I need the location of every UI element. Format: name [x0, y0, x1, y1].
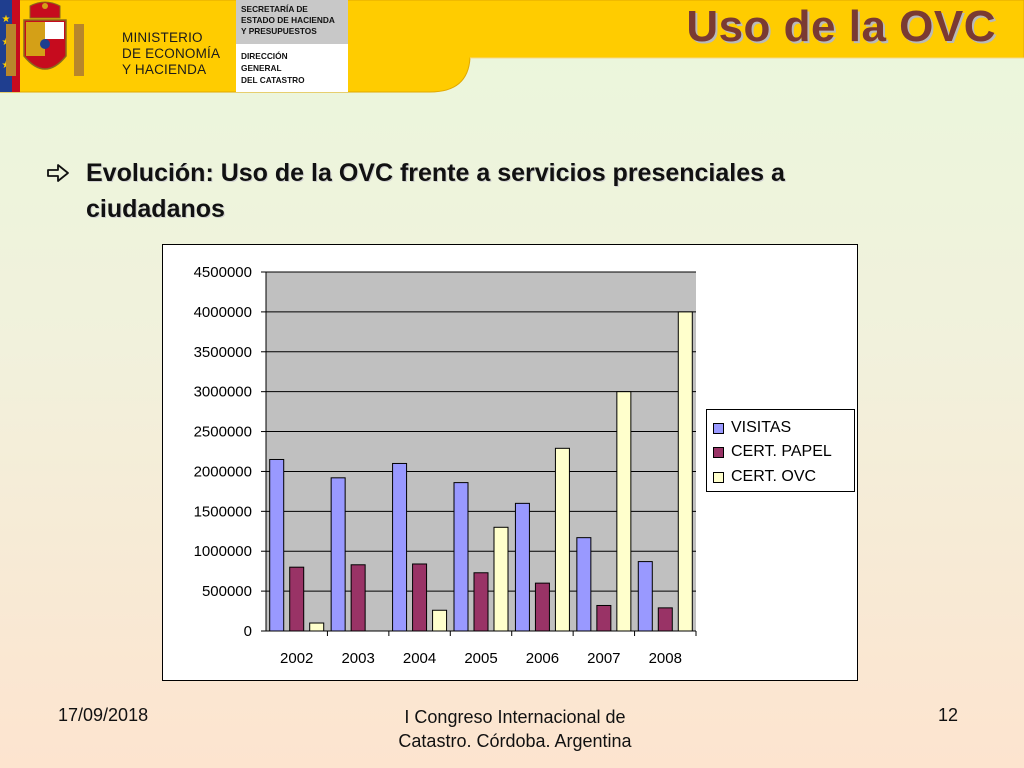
ministry-line-3: Y HACIENDA: [122, 62, 207, 77]
footer-event-line-2: Catastro. Córdoba. Argentina: [398, 731, 632, 751]
bar-visitas-2006: [514, 502, 530, 632]
header-band: ★ ★ ★ MINISTERIO DE ECONOMÍA Y HACIENDA …: [0, 0, 1024, 95]
bar-cert-ovc-2008: [677, 311, 693, 632]
bar-cert-ovc-2005: [493, 526, 509, 632]
y-tick-label: 0: [244, 623, 252, 640]
x-tick-label: 2002: [280, 650, 313, 667]
x-tick-label: 2006: [526, 650, 559, 667]
svg-text:★: ★: [2, 14, 11, 25]
legend-label-visitas: VISITAS: [731, 419, 792, 436]
x-tick-label: 2007: [587, 650, 620, 667]
direccion-line-2: GENERAL: [241, 63, 282, 73]
legend-swatch-cert-ovc: [713, 471, 724, 483]
bar-visitas-2008: [637, 561, 653, 632]
bar-cert-papel-2008: [657, 607, 673, 632]
bar-chart: 0 500000 1000000 1500000 2000000 2500000 30000…: [194, 264, 697, 667]
y-tick-label: 1500000: [194, 503, 252, 520]
bar-cert-papel-2004: [412, 563, 428, 632]
slide-title: Uso de la OVC: [686, 2, 996, 51]
coat-of-arms-logo: [6, 1, 84, 76]
direccion-label: DIRECCIÓN GENERAL DEL CATASTRO: [236, 44, 348, 92]
legend-swatch-visitas: [713, 422, 724, 434]
x-tick-label: 2004: [403, 650, 436, 667]
secretaria-line-3: Y PRESUPUESTOS: [241, 26, 317, 36]
x-tick-label: 2008: [649, 650, 682, 667]
bar-cert-ovc-2002: [309, 622, 325, 632]
bar-visitas-2007: [576, 537, 592, 632]
hollow-arrow-right-icon: [47, 164, 69, 182]
legend-item-cert-ovc: CERT. OVC: [713, 467, 816, 487]
bullet-text: Evolución: Uso de la OVC frente a servic…: [86, 159, 785, 223]
footer-date: 17/09/2018: [58, 705, 149, 725]
bar-cert-papel-2007: [596, 604, 612, 632]
bar-cert-ovc-2004: [432, 609, 448, 632]
secretariat-box: SECRETARÍA DE ESTADO DE HACIENDA Y PRESU…: [236, 0, 348, 92]
bar-visitas-2005: [453, 482, 469, 632]
bar-visitas-2004: [392, 462, 408, 632]
chart-container: 0 500000 1000000 1500000 2000000 2500000 30000…: [162, 244, 858, 681]
bar-cert-papel-2006: [534, 582, 550, 632]
footer-event-line-1: I Congreso Internacional de: [404, 707, 626, 727]
bar-cert-papel-2003: [350, 564, 366, 632]
bar-visitas-2002: [269, 458, 285, 632]
direccion-line-1: DIRECCIÓN: [241, 51, 288, 61]
ministry-line-1: MINISTERIO: [122, 30, 203, 45]
legend-item-cert-papel: CERT. PAPEL: [713, 442, 832, 462]
chart-legend: VISITAS CERT. PAPEL CERT. OVC: [706, 409, 855, 492]
y-tick-label: 3500000: [194, 344, 252, 361]
secretaria-line-2: ESTADO DE HACIENDA: [241, 15, 335, 25]
ministry-line-2: DE ECONOMÍA: [122, 46, 221, 61]
secretaria-line-1: SECRETARÍA DE: [241, 4, 308, 14]
legend-label-cert-papel: CERT. PAPEL: [731, 443, 832, 460]
y-tick-label: 4500000: [194, 264, 252, 281]
bar-cert-papel-2002: [289, 566, 305, 632]
legend-item-visitas: VISITAS: [713, 418, 791, 438]
y-tick-label: 4000000: [194, 304, 252, 321]
legend-label-cert-ovc: CERT. OVC: [731, 468, 817, 485]
page-number: 12: [938, 705, 959, 725]
secretaria-label: SECRETARÍA DE ESTADO DE HACIENDA Y PRESU…: [236, 0, 348, 44]
bar-cert-ovc-2006: [554, 447, 570, 632]
y-tick-label: 2000000: [194, 463, 252, 480]
y-tick-label: 1000000: [194, 543, 252, 560]
x-tick-label: 2005: [464, 650, 497, 667]
y-tick-label: 3000000: [194, 384, 252, 401]
direccion-line-3: DEL CATASTRO: [241, 75, 305, 85]
x-tick-label: 2003: [341, 650, 374, 667]
footer-event: I Congreso Internacional de Catastro. Có…: [360, 705, 670, 753]
bar-cert-papel-2005: [473, 572, 489, 632]
bar-cert-ovc-2007: [616, 391, 632, 632]
y-tick-label: 2500000: [194, 424, 252, 441]
legend-swatch-cert-papel: [713, 446, 724, 458]
y-tick-label: 500000: [202, 583, 252, 600]
bar-visitas-2003: [330, 477, 346, 632]
ministry-name: MINISTERIO DE ECONOMÍA Y HACIENDA: [122, 30, 220, 78]
